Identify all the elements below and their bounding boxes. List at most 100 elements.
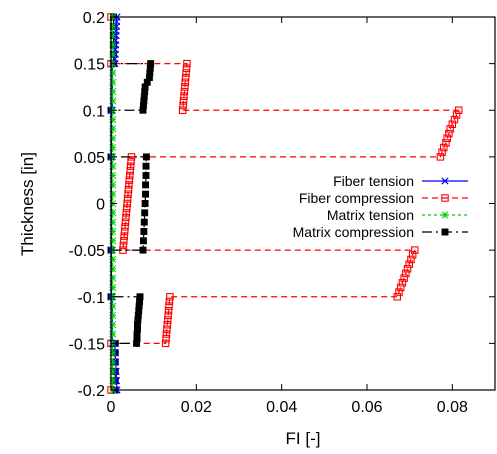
- x-axis-title: FI [-]: [286, 429, 321, 448]
- data-point-fiber-compression: [162, 330, 171, 338]
- legend-marker-fiber-compression: [441, 194, 449, 202]
- data-point-fiber-compression: [393, 292, 402, 301]
- data-point-fiber-compression: [181, 78, 189, 87]
- data-point-fiber-compression: [446, 125, 454, 133]
- data-point-fiber-compression: [179, 101, 187, 110]
- legend-label-fiber-tension: Fiber tension: [333, 173, 414, 189]
- data-point-fiber-compression: [165, 297, 174, 306]
- data-point-fiber-compression: [126, 162, 135, 170]
- data-point-fiber-compression: [396, 283, 405, 292]
- data-point-fiber-compression: [165, 302, 173, 310]
- data-point-fiber-compression: [405, 260, 413, 268]
- data-point-matrix-compression: [142, 181, 150, 189]
- data-point-fiber-compression: [179, 97, 188, 105]
- data-point-fiber-compression: [122, 213, 130, 222]
- data-point-fiber-compression: [442, 139, 450, 147]
- data-point-fiber-compression: [440, 143, 448, 152]
- data-point-matrix-compression: [142, 153, 150, 161]
- x-tick-label: 0.04: [266, 399, 297, 416]
- legend-entry-matrix-tension: Matrix tension: [327, 207, 468, 223]
- data-point-fiber-compression: [180, 87, 189, 96]
- data-point-matrix-compression: [141, 209, 149, 217]
- data-point-fiber-compression: [121, 218, 130, 226]
- data-point-fiber-compression: [124, 185, 133, 194]
- data-point-matrix-compression: [140, 228, 148, 235]
- data-point-fiber-compression: [411, 246, 419, 254]
- y-axis-title: Thickness [in]: [18, 152, 37, 256]
- data-point-fiber-compression: [408, 251, 417, 259]
- data-point-fiber-compression: [448, 120, 457, 128]
- data-point-fiber-compression: [436, 153, 445, 161]
- data-point-fiber-compression: [395, 288, 403, 296]
- axes: 0 0.02 0.04 0.06 0.08 -0.2 -0.15 -0.1 -0.05 0 0.05…: [69, 10, 496, 416]
- data-point-fiber-compression: [123, 195, 132, 203]
- y-tick-label: -0.05: [69, 243, 106, 260]
- x-tick-label: 0.08: [437, 399, 468, 416]
- y-tick-label: 0: [96, 197, 105, 214]
- y-tick-label: -0.1: [77, 290, 105, 307]
- data-point-fiber-compression: [181, 73, 190, 82]
- y-tick-label: -0.2: [77, 383, 105, 400]
- y-tick-label: 0.1: [83, 103, 105, 120]
- data-point-fiber-compression: [178, 106, 187, 115]
- data-point-fiber-compression: [123, 204, 131, 212]
- data-point-fiber-compression: [120, 227, 129, 236]
- legend-marker-fiber-tension: [441, 177, 449, 185]
- data-point-matrix-compression: [140, 218, 148, 226]
- data-point-fiber-compression: [452, 111, 461, 119]
- legend-entry-fiber-compression: Fiber compression: [299, 190, 468, 206]
- legend-label-fiber-compression: Fiber compression: [299, 190, 414, 206]
- data-point-fiber-compression: [445, 129, 453, 138]
- data-point-fiber-compression: [123, 199, 131, 208]
- data-point-fiber-compression: [121, 223, 129, 231]
- data-point-fiber-compression: [182, 64, 191, 73]
- data-point-matrix-compression: [142, 190, 150, 198]
- data-point-matrix-compression: [133, 339, 141, 347]
- data-point-fiber-compression: [161, 339, 170, 348]
- data-point-matrix-compression: [142, 162, 150, 170]
- data-point-matrix-compression: [139, 106, 147, 114]
- data-point-fiber-compression: [454, 106, 463, 115]
- data-point-fiber-compression: [127, 157, 135, 166]
- data-point-fiber-compression: [125, 176, 134, 184]
- data-point-fiber-compression: [407, 255, 415, 264]
- data-point-fiber-compression: [183, 59, 191, 68]
- data-point-fiber-tension: [112, 367, 120, 375]
- data-point-fiber-compression: [398, 279, 407, 287]
- data-point-fiber-compression: [180, 92, 188, 101]
- data-point-fiber-compression: [443, 134, 451, 142]
- legend-label-matrix-compression: Matrix compression: [293, 224, 414, 240]
- legend-marker-matrix-tension: [441, 211, 449, 219]
- data-point-fiber-compression: [122, 209, 131, 217]
- y-tick-label: -0.15: [69, 336, 106, 353]
- legend-entry-matrix-compression: Matrix compression: [293, 224, 468, 240]
- x-tick-label: 0.06: [351, 399, 382, 416]
- data-point-fiber-compression: [164, 311, 172, 320]
- legend-marker-matrix-compression: [441, 228, 449, 236]
- data-point-matrix-compression: [141, 200, 149, 207]
- data-point-fiber-compression: [163, 316, 172, 324]
- data-point-matrix-compression: [139, 237, 147, 245]
- data-point-fiber-compression: [163, 320, 172, 329]
- data-point-fiber-compression: [438, 148, 446, 156]
- data-point-fiber-compression: [164, 306, 173, 315]
- y-tick-label: 0.05: [74, 150, 105, 167]
- data-point-fiber-compression: [126, 167, 134, 175]
- x-tick-label: 0: [107, 399, 116, 416]
- data-point-matrix-compression: [142, 172, 150, 179]
- data-point-fiber-compression: [120, 237, 128, 245]
- series-fiber-compression: [107, 13, 463, 394]
- data-point-fiber-compression: [166, 292, 174, 301]
- data-point-fiber-compression: [403, 265, 412, 273]
- data-point-fiber-compression: [119, 241, 128, 250]
- data-point-fiber-compression: [120, 232, 128, 240]
- data-point-fiber-compression: [124, 190, 132, 198]
- data-point-fiber-compression: [181, 83, 189, 91]
- data-point-matrix-compression: [139, 246, 147, 254]
- data-point-fiber-compression: [182, 69, 190, 77]
- data-point-fiber-compression: [163, 325, 171, 334]
- x-tick-label: 0.02: [181, 399, 212, 416]
- y-tick-label: 0.2: [83, 10, 105, 27]
